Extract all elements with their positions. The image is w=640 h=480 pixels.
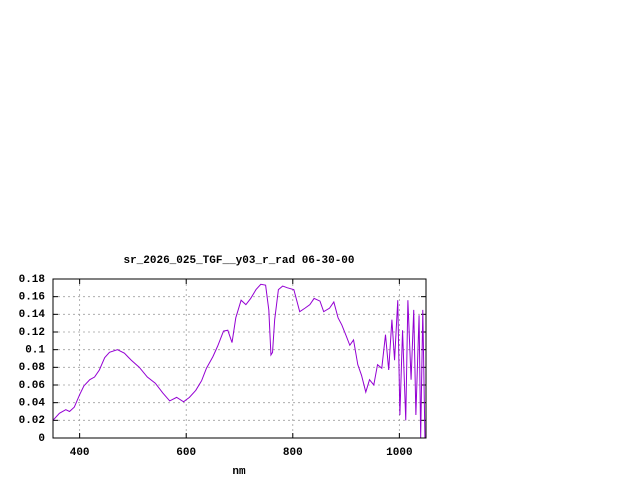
y-tick-label: 0.04 [19, 398, 46, 410]
y-tick-label: 0.06 [19, 380, 45, 392]
y-tick-label: 0.02 [19, 415, 45, 427]
y-tick-label: 0.08 [19, 362, 46, 374]
x-tick-label: 800 [283, 447, 303, 459]
plot-frame [52, 278, 427, 439]
x-tick-label: 600 [176, 447, 196, 459]
y-tick-label: 0.16 [19, 292, 45, 304]
chart-title: sr_2026_025_TGF__y03_r_rad 06-30-00 [123, 255, 354, 267]
x-tick-label: 400 [70, 447, 90, 459]
data-line [52, 283, 426, 439]
x-axis-label: nm [232, 466, 246, 478]
y-tick-label: 0.1 [25, 345, 45, 357]
y-tick-label: 0.12 [19, 327, 45, 339]
y-tick-label: 0.14 [19, 309, 46, 321]
y-tick-label: 0.18 [19, 274, 46, 286]
y-tick-label: 0 [38, 433, 45, 445]
x-tick-label: 1000 [386, 447, 412, 459]
